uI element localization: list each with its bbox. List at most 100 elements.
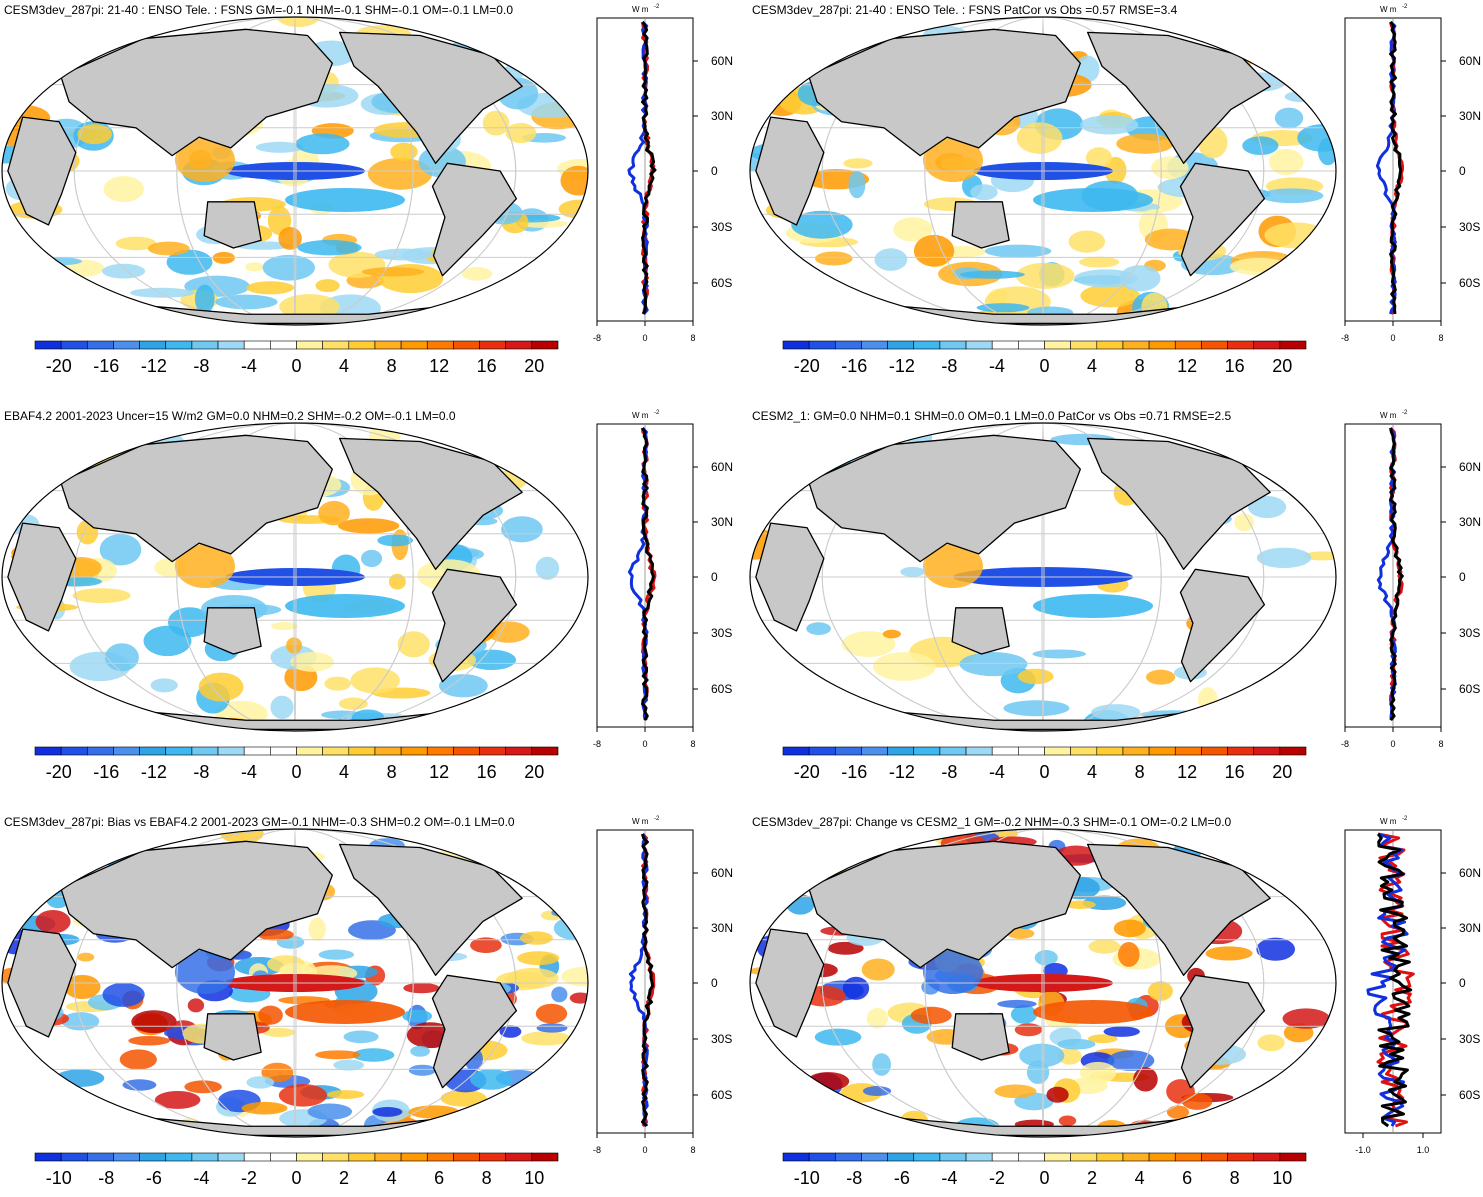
zonal-unit-exponent: -2 <box>654 816 660 822</box>
field-patch <box>1079 256 1120 268</box>
panel-6: CESM3dev_287pi: Change vs CESM2_1 GM=-0.… <box>748 812 1483 1192</box>
field-patch <box>1080 284 1140 308</box>
colorbar-label: 8 <box>1135 356 1145 376</box>
landmass-africa <box>7 116 77 226</box>
colorbar-label: -16 <box>841 356 867 376</box>
landmass-asia <box>59 434 333 563</box>
colorbar-swatch <box>1070 746 1098 756</box>
zonal-model-line <box>627 426 649 721</box>
colorbar-swatch <box>191 746 219 756</box>
colorbar-label: 8 <box>1230 1168 1240 1188</box>
map <box>2 423 588 731</box>
field-patch <box>1015 262 1075 289</box>
lat-label: 60N <box>711 460 733 474</box>
field-patch <box>257 928 294 941</box>
field-patch <box>1033 1000 1153 1024</box>
colorbar-swatch <box>1279 746 1307 756</box>
field-patch <box>439 674 488 698</box>
colorbar-swatch <box>1070 340 1098 350</box>
colorbar-swatch <box>400 1152 428 1162</box>
colorbar-label: 6 <box>434 1168 444 1188</box>
colorbar-swatch <box>1096 1152 1124 1162</box>
colorbar-swatch <box>322 340 350 350</box>
graticule-line <box>176 829 414 1137</box>
field-patch <box>1057 1047 1082 1065</box>
colorbar-swatch <box>887 746 915 756</box>
colorbar-swatch <box>1253 340 1281 350</box>
colorbar-swatch <box>1227 1152 1254 1162</box>
colorbar-swatch <box>835 340 862 350</box>
field-patch <box>285 1000 405 1024</box>
field-patch <box>910 1006 952 1025</box>
field-patch <box>1068 230 1106 253</box>
graticule-line <box>176 17 414 325</box>
colorbar-swatch <box>426 340 454 350</box>
colorbar-label: -8 <box>846 1168 862 1188</box>
field-patch <box>827 941 864 955</box>
colorbar-swatch <box>400 340 428 350</box>
field-patch <box>499 1025 522 1038</box>
zonal-x-label: 0 <box>1390 333 1395 343</box>
colorbar-label: 10 <box>524 1168 544 1188</box>
graticule-line <box>73 423 517 731</box>
zonal-diff-line <box>1376 833 1413 1128</box>
colorbar-label: -20 <box>46 356 72 376</box>
field-patch <box>408 1064 436 1076</box>
map <box>2 17 588 325</box>
colorbar-label: -16 <box>93 762 119 782</box>
landmass-australia <box>203 1013 262 1061</box>
colorbar-swatch <box>1096 340 1124 350</box>
zonal-x-label: 8 <box>690 739 695 749</box>
field-patch <box>1113 919 1146 938</box>
colorbar-swatch <box>1148 340 1176 350</box>
colorbar-swatch <box>1148 1152 1176 1162</box>
lat-label: 30S <box>711 220 732 234</box>
colorbar-swatch <box>939 340 967 350</box>
colorbar-swatch <box>991 1152 1019 1162</box>
colorbar-swatch <box>913 1152 941 1162</box>
colorbar-label: 4 <box>339 356 349 376</box>
field-patch <box>1205 946 1253 961</box>
map-border <box>749 828 1337 1138</box>
field-patch <box>535 556 560 580</box>
zonal-x-label: 8 <box>690 1145 695 1155</box>
colorbar-swatch <box>1253 1152 1281 1162</box>
colorbar-swatch <box>217 1152 245 1162</box>
lat-label: 30N <box>711 109 733 123</box>
colorbar-swatch <box>782 340 810 350</box>
zonal-x-label: -8 <box>593 333 601 343</box>
landmass-greenland <box>1231 836 1275 869</box>
field-patch <box>1016 122 1063 154</box>
colorbar-swatch <box>1044 340 1071 350</box>
zonal-diff-line <box>1389 427 1404 721</box>
landmass-samerica <box>431 974 518 1089</box>
zonal-model-line <box>1366 832 1409 1127</box>
field-patch <box>241 1101 288 1115</box>
colorbar-swatch <box>965 340 993 350</box>
colorbar-swatch <box>505 1152 533 1162</box>
field-patch <box>806 622 831 636</box>
lat-label: 60S <box>711 276 732 290</box>
field-patch <box>338 697 368 710</box>
field-patch <box>77 952 95 962</box>
field-patch <box>848 170 866 199</box>
colorbar-label: 16 <box>477 356 497 376</box>
zonal-diff-line <box>641 21 657 315</box>
field-patch <box>1182 1093 1213 1110</box>
zonal-x-label: -8 <box>1341 739 1349 749</box>
landmass-namerica <box>338 843 523 976</box>
colorbar-swatch <box>165 746 193 756</box>
zonal-x-label: 0 <box>642 333 647 343</box>
colorbar-swatch <box>270 340 297 350</box>
field-patch <box>461 266 493 281</box>
colorbar-label: -4 <box>241 762 257 782</box>
field-patch <box>374 248 434 261</box>
field-patch <box>184 1080 222 1094</box>
graticule-line <box>821 17 1265 325</box>
field-patch <box>842 976 870 1000</box>
colorbar-label: 4 <box>387 1168 397 1188</box>
colorbar-label: 12 <box>1177 356 1197 376</box>
field-patch <box>791 210 853 239</box>
panel-title: CESM3dev_287pi: Change vs CESM2_1 GM=-0.… <box>752 815 1232 829</box>
panel-3-svg: EBAF4.2 2001-2023 Uncer=15 W/m2 GM=0.0 N… <box>1 409 733 782</box>
